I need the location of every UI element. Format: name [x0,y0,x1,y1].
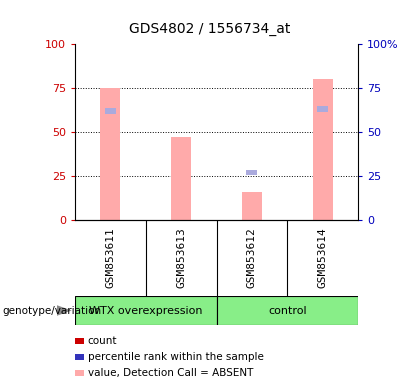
Text: WTX overexpression: WTX overexpression [89,306,202,316]
Bar [171,137,191,220]
Text: value, Detection Call = ABSENT: value, Detection Call = ABSENT [88,368,253,378]
Text: GSM853612: GSM853612 [247,228,257,288]
Text: control: control [268,306,307,316]
Text: GSM853611: GSM853611 [105,228,116,288]
Bar [317,106,328,112]
Text: genotype/variation: genotype/variation [2,306,101,316]
Bar [100,88,120,220]
Text: percentile rank within the sample: percentile rank within the sample [88,352,263,362]
Bar [247,170,257,175]
Bar [242,192,262,220]
Text: GDS4802 / 1556734_at: GDS4802 / 1556734_at [129,22,291,36]
Bar [105,108,116,114]
Text: GSM853613: GSM853613 [176,228,186,288]
Bar [75,296,216,325]
Bar [216,296,358,325]
Text: count: count [88,336,117,346]
Polygon shape [57,305,72,316]
Text: GSM853614: GSM853614 [318,228,328,288]
Bar [313,79,333,220]
